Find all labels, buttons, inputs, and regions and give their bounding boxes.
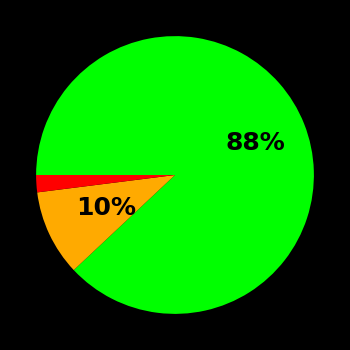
- Wedge shape: [36, 36, 314, 314]
- Text: 88%: 88%: [225, 131, 285, 155]
- Wedge shape: [37, 175, 175, 270]
- Text: 10%: 10%: [76, 196, 136, 219]
- Wedge shape: [36, 175, 175, 192]
